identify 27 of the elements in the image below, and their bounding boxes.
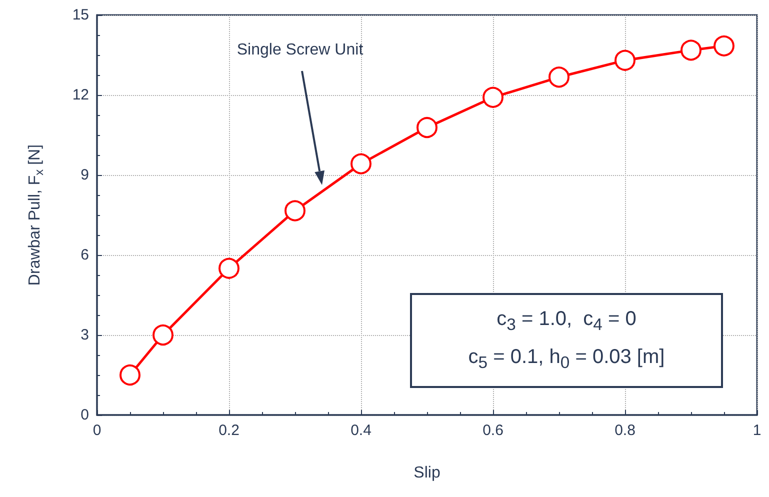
point — [284, 200, 306, 222]
y-tick-label: 3 — [80, 326, 89, 344]
point — [218, 258, 240, 279]
y-tick-label: 6 — [80, 246, 89, 264]
x-tick-label: 1 — [752, 422, 762, 439]
y-axis-title: Drawbar Pull, Fx [N] — [26, 144, 46, 286]
point — [120, 364, 140, 386]
point — [548, 66, 570, 88]
point — [680, 40, 702, 61]
point — [482, 86, 504, 108]
point — [416, 117, 438, 138]
x-tick-label: 0.4 — [350, 422, 372, 439]
x-tick-label: 0.8 — [614, 422, 636, 439]
x-tick-label: 0.6 — [482, 422, 504, 439]
y-tick-label: 15 — [72, 6, 89, 24]
y-tick-label: 12 — [72, 86, 89, 104]
point — [350, 153, 372, 174]
x-tick-label: 0.2 — [218, 422, 240, 439]
point — [152, 324, 174, 346]
x-axis-title: Slip — [414, 464, 440, 482]
annotation: Single Screw Unit — [236, 42, 364, 58]
x-tick-label: 0 — [92, 422, 102, 439]
y-tick-label: 0 — [80, 406, 89, 424]
note-box: c$_{3}$ = 1.0, c$_{4}$ = 0 c$_{5}$ = 0.1, h$_{0}$ = 0.03 [m] — [410, 293, 723, 388]
point — [614, 50, 636, 71]
point — [714, 35, 734, 56]
y-tick-label: 9 — [80, 166, 89, 184]
